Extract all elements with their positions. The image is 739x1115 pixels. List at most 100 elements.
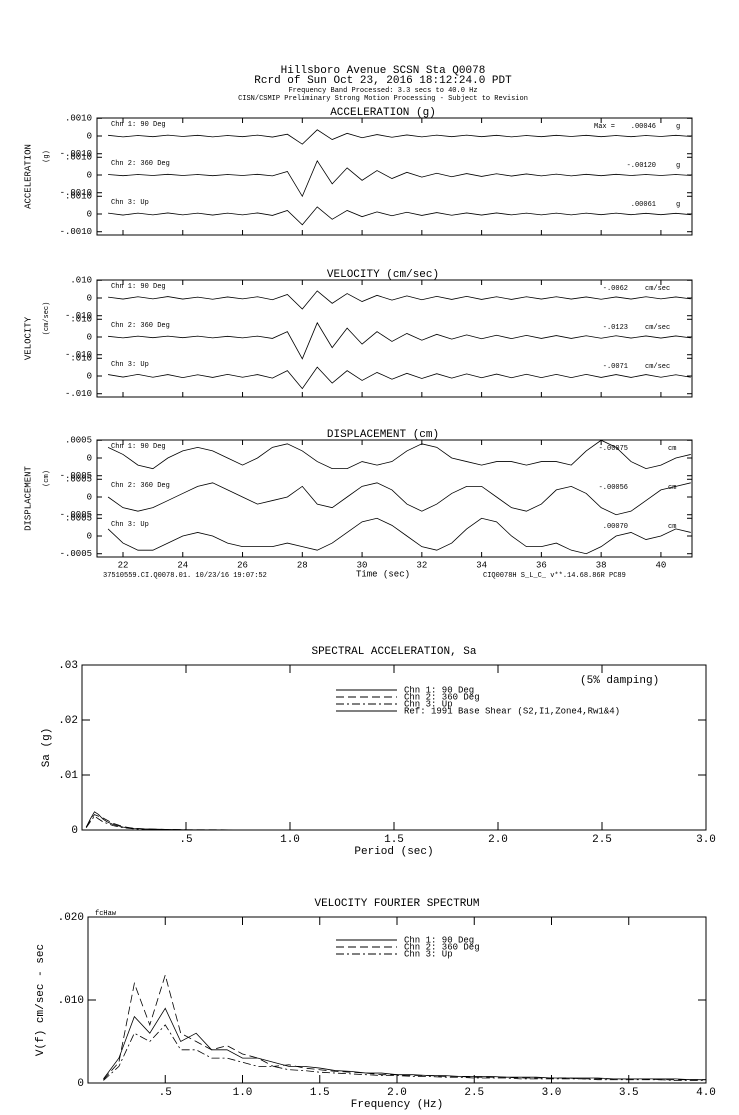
y-tick-label: .03 (58, 660, 78, 672)
x-tick-label: 1.5 (310, 1087, 330, 1099)
peak-value: .00046 (631, 123, 656, 131)
x-tick-label: 1.0 (233, 1087, 253, 1099)
legend-label: Chn 1: 90 Deg (404, 685, 474, 695)
y-tick-label: -.010 (65, 389, 92, 399)
x-tick-label: 2.0 (488, 834, 508, 846)
peak-prefix: Max = (594, 123, 615, 131)
annotation: (5% damping) (580, 675, 659, 687)
x-tick-label: 40 (656, 560, 667, 570)
x-tick-label: 4.0 (696, 1087, 716, 1099)
peak-unit: cm/sec (645, 285, 670, 293)
x-tick-label: 38 (596, 560, 607, 570)
peak-unit: cm/sec (645, 324, 670, 332)
y-tick-label: -.010 (65, 350, 92, 360)
series-line (85, 815, 706, 831)
y-tick-label: .0005 (65, 475, 92, 485)
channel-name: Chn 3: Up (111, 199, 149, 207)
chart-title: VELOCITY FOURIER SPECTRUM (314, 898, 479, 910)
x-tick-label: 34 (476, 560, 487, 570)
peak-unit: cm (668, 523, 676, 531)
peak-unit: cm (668, 445, 676, 453)
x-tick-label: .5 (179, 834, 192, 846)
panel-y-unit: (cm) (43, 470, 51, 487)
x-tick-label: 28 (297, 560, 308, 570)
peak-value: -.00056 (599, 484, 628, 492)
x-tick-label: 26 (237, 560, 248, 570)
y-tick-label: .010 (58, 995, 84, 1007)
panel-y-unit: (g) (43, 150, 51, 163)
channel-name: Chn 3: Up (111, 361, 149, 369)
panel-y-label: DISPLACEMENT (23, 465, 33, 530)
series-line (85, 814, 706, 831)
y-tick-label: -.0010 (60, 227, 92, 237)
peak-value: -.0071 (603, 363, 628, 371)
processing-note: CISN/CSMIP Preliminary Strong Motion Pro… (238, 95, 528, 103)
legend-label: Chn 2: 360 Deg (404, 692, 480, 702)
trace (108, 206, 691, 226)
y-tick-label: -.0010 (60, 149, 92, 159)
panel-y-unit: (cm/sec) (43, 302, 51, 336)
y-tick-label: -.010 (65, 311, 92, 321)
record-subtitle: Rcrd of Sun Oct 23, 2016 18:12:24.0 PDT (254, 75, 512, 87)
legend-label: Chn 1: 90 Deg (404, 935, 474, 945)
channel-name: Chn 3: Up (111, 521, 149, 529)
x-tick-label: .5 (159, 1087, 172, 1099)
panel-title: ACCELERATION (g) (330, 107, 436, 119)
y-tick-label: 0 (87, 492, 92, 502)
y-tick-label: .0010 (65, 192, 92, 202)
x-tick-label: 32 (416, 560, 427, 570)
y-tick-label: .0010 (65, 114, 92, 124)
panel-frame (96, 279, 693, 398)
panel-frame (96, 439, 693, 558)
legend-label: Chn 3: Up (404, 949, 453, 959)
series-line (103, 973, 706, 1081)
x-tick-label: 1.5 (384, 834, 404, 846)
x-tick-label: 3.5 (619, 1087, 639, 1099)
series-line (103, 1024, 706, 1081)
legend-label: Chn 2: 360 Deg (404, 942, 480, 952)
x-tick-label: 30 (357, 560, 368, 570)
peak-unit: cm/sec (645, 363, 670, 371)
y-tick-label: 0 (87, 371, 92, 381)
peak-value: -.00120 (627, 162, 656, 170)
trace (108, 290, 691, 310)
trace (108, 159, 691, 198)
trace (108, 321, 691, 360)
channel-name: Chn 2: 360 Deg (111, 160, 170, 168)
trace (107, 482, 691, 516)
trace (107, 439, 691, 470)
y-tick-label: 0 (87, 332, 92, 342)
y-tick-label: .02 (58, 715, 78, 727)
y-tick-label: -.0005 (60, 549, 92, 559)
peak-value: -.0123 (603, 324, 628, 332)
channel-name: Chn 1: 90 Deg (111, 283, 166, 291)
peak-value: -.00075 (599, 445, 628, 453)
y-tick-label: 0 (87, 453, 92, 463)
y-tick-label: .010 (70, 354, 92, 364)
x-tick-label: 3.0 (696, 834, 716, 846)
y-axis-label: Sa (g) (41, 728, 53, 768)
x-tick-label: 24 (177, 560, 188, 570)
x-axis-label: Time (sec) (356, 569, 410, 579)
x-tick-label: 2.0 (387, 1087, 407, 1099)
y-tick-label: -.0005 (60, 510, 92, 520)
x-tick-label: 1.0 (280, 834, 300, 846)
station-title: Hillsboro Avenue SCSN Sta Q0078 (281, 65, 486, 77)
panel-title: DISPLACEMENT (cm) (327, 429, 439, 441)
channel-name: Chn 2: 360 Deg (111, 322, 170, 330)
y-tick-label: 0 (87, 531, 92, 541)
channel-name: Chn 1: 90 Deg (111, 443, 166, 451)
y-tick-label: .010 (70, 276, 92, 286)
legend-label: Chn 3: Up (404, 699, 453, 709)
chart-title: SPECTRAL ACCELERATION, Sa (311, 646, 476, 658)
y-tick-label: 0 (87, 170, 92, 180)
y-tick-label: -.0005 (60, 471, 92, 481)
peak-value: .00070 (603, 523, 628, 531)
y-tick-label: .01 (58, 770, 78, 782)
peak-unit: g (676, 123, 680, 131)
peak-value: .00061 (631, 201, 656, 209)
y-axis-label: V(f) cm/sec - sec (35, 944, 47, 1056)
channel-name: Chn 1: 90 Deg (111, 121, 166, 129)
